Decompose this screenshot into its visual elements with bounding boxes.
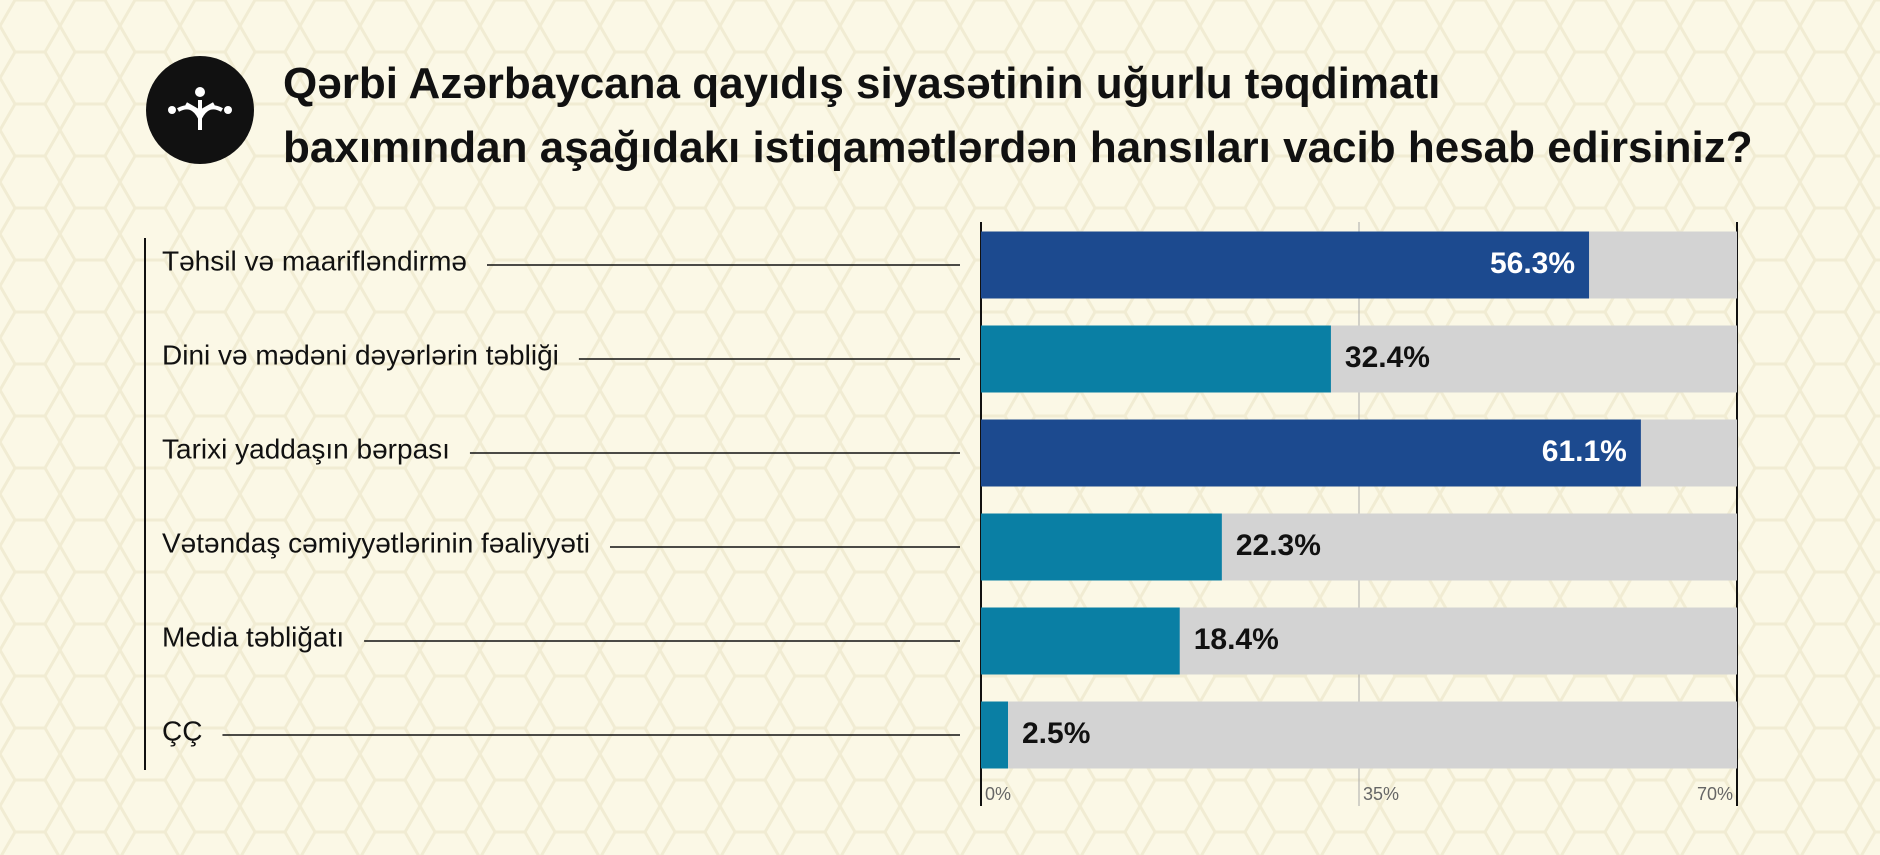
category-label: Dini və mədəni dəyərlərin təbliği [162,339,559,370]
bar [981,419,1641,487]
category-label: Tarixi yaddaşın bərpası [162,433,450,464]
value-label: 32.4% [1345,341,1430,374]
category-label: Təhsil və maarifləndirmə [162,245,467,276]
bar [981,607,1180,675]
x-tick-label: 0% [985,784,1011,804]
logo [146,56,254,164]
chart-subtitle: baxımından aşağıdakı istiqamətlərdən han… [283,123,1753,172]
category-label: Vətəndaş cəmiyyətlərinin fəaliyyəti [162,527,590,558]
value-label: 2.5% [1022,717,1090,750]
x-tick-label: 70% [1697,784,1733,804]
bar [981,701,1008,769]
value-label: 18.4% [1194,623,1279,656]
bar-track [981,701,1737,769]
category-label: Media təbliğatı [162,621,344,652]
chart-title: Qərbi Azərbaycana qayıdış siyasətinin uğ… [283,59,1440,108]
value-label: 22.3% [1236,529,1321,562]
bar [981,231,1590,299]
x-tick-label: 35% [1363,784,1399,804]
value-label: 61.1% [1542,435,1627,468]
bar [981,325,1331,393]
value-label: 56.3% [1490,247,1575,280]
category-label: ÇÇ [162,715,202,746]
bar [981,513,1222,581]
